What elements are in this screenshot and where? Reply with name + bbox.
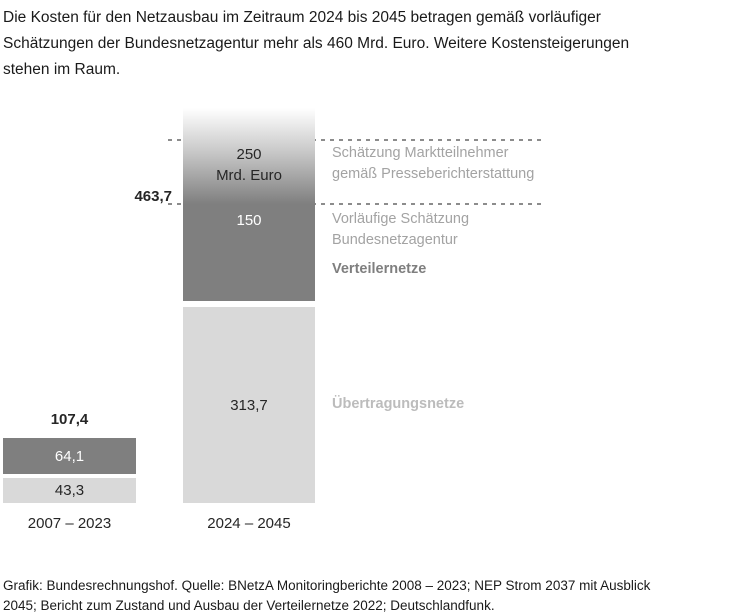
annotation-market-estimate-line1: Schätzung Marktteilnehmer (332, 145, 509, 161)
uebertragungsnetze-value-2007-2023: 43,3 (54, 482, 85, 499)
bnetza-estimate-dashed-line (168, 203, 542, 205)
annotation-bnetza-estimate-line2: Bundesnetzagentur (332, 232, 458, 248)
uebertragungsnetze-value-2024-2045: 313,7 (230, 396, 268, 414)
market-estimate-value: 250 (236, 146, 262, 163)
annotation-market-estimate: Schätzung Marktteilnehmer gemäß Pressebe… (332, 143, 534, 185)
bar-2024-2045-market-estimate-gradient-segment: 250 Mrd. Euro (183, 108, 315, 204)
total-label-2007-2023: 107,4 (50, 411, 89, 428)
bar-2024-2045-uebertragungsnetze-segment: 313,7 (183, 307, 315, 503)
annotation-bnetza-estimate: Vorläufige Schätzung Bundesnetzagentur (332, 209, 469, 251)
market-estimate-unit: Mrd. Euro (216, 167, 282, 184)
legend-verteilernetze: Verteilernetze (332, 261, 427, 277)
axis-label-2007-2023: 2007 – 2023 (27, 515, 112, 532)
legend-uebertragungsnetze: Übertragungsnetze (332, 396, 465, 412)
market-estimate-dashed-line (168, 139, 542, 141)
bar-2007-2023-uebertragungsnetze-segment: 43,3 (3, 478, 136, 503)
chart-title: Die Kosten für den Netzausbau im Zeitrau… (3, 9, 630, 78)
source-credit: Grafik: Bundesrechnungshof. Quelle: BNet… (3, 578, 651, 613)
verteilernetze-value-2024-2045: 150 (236, 212, 262, 229)
axis-label-2024-2045: 2024 – 2045 (207, 515, 291, 532)
bar-2007-2023-verteilernetze-segment: 64,1 (3, 438, 136, 474)
bar-2024-2045-verteilernetze-segment: 150 (183, 204, 315, 301)
annotation-market-estimate-line2: gemäß Presseberichterstattung (332, 166, 535, 182)
verteilernetze-value-2007-2023: 64,1 (54, 447, 85, 465)
total-label-2024-2045: 463,7 (134, 188, 172, 205)
annotation-bnetza-estimate-line1: Vorläufige Schätzung (332, 211, 470, 227)
